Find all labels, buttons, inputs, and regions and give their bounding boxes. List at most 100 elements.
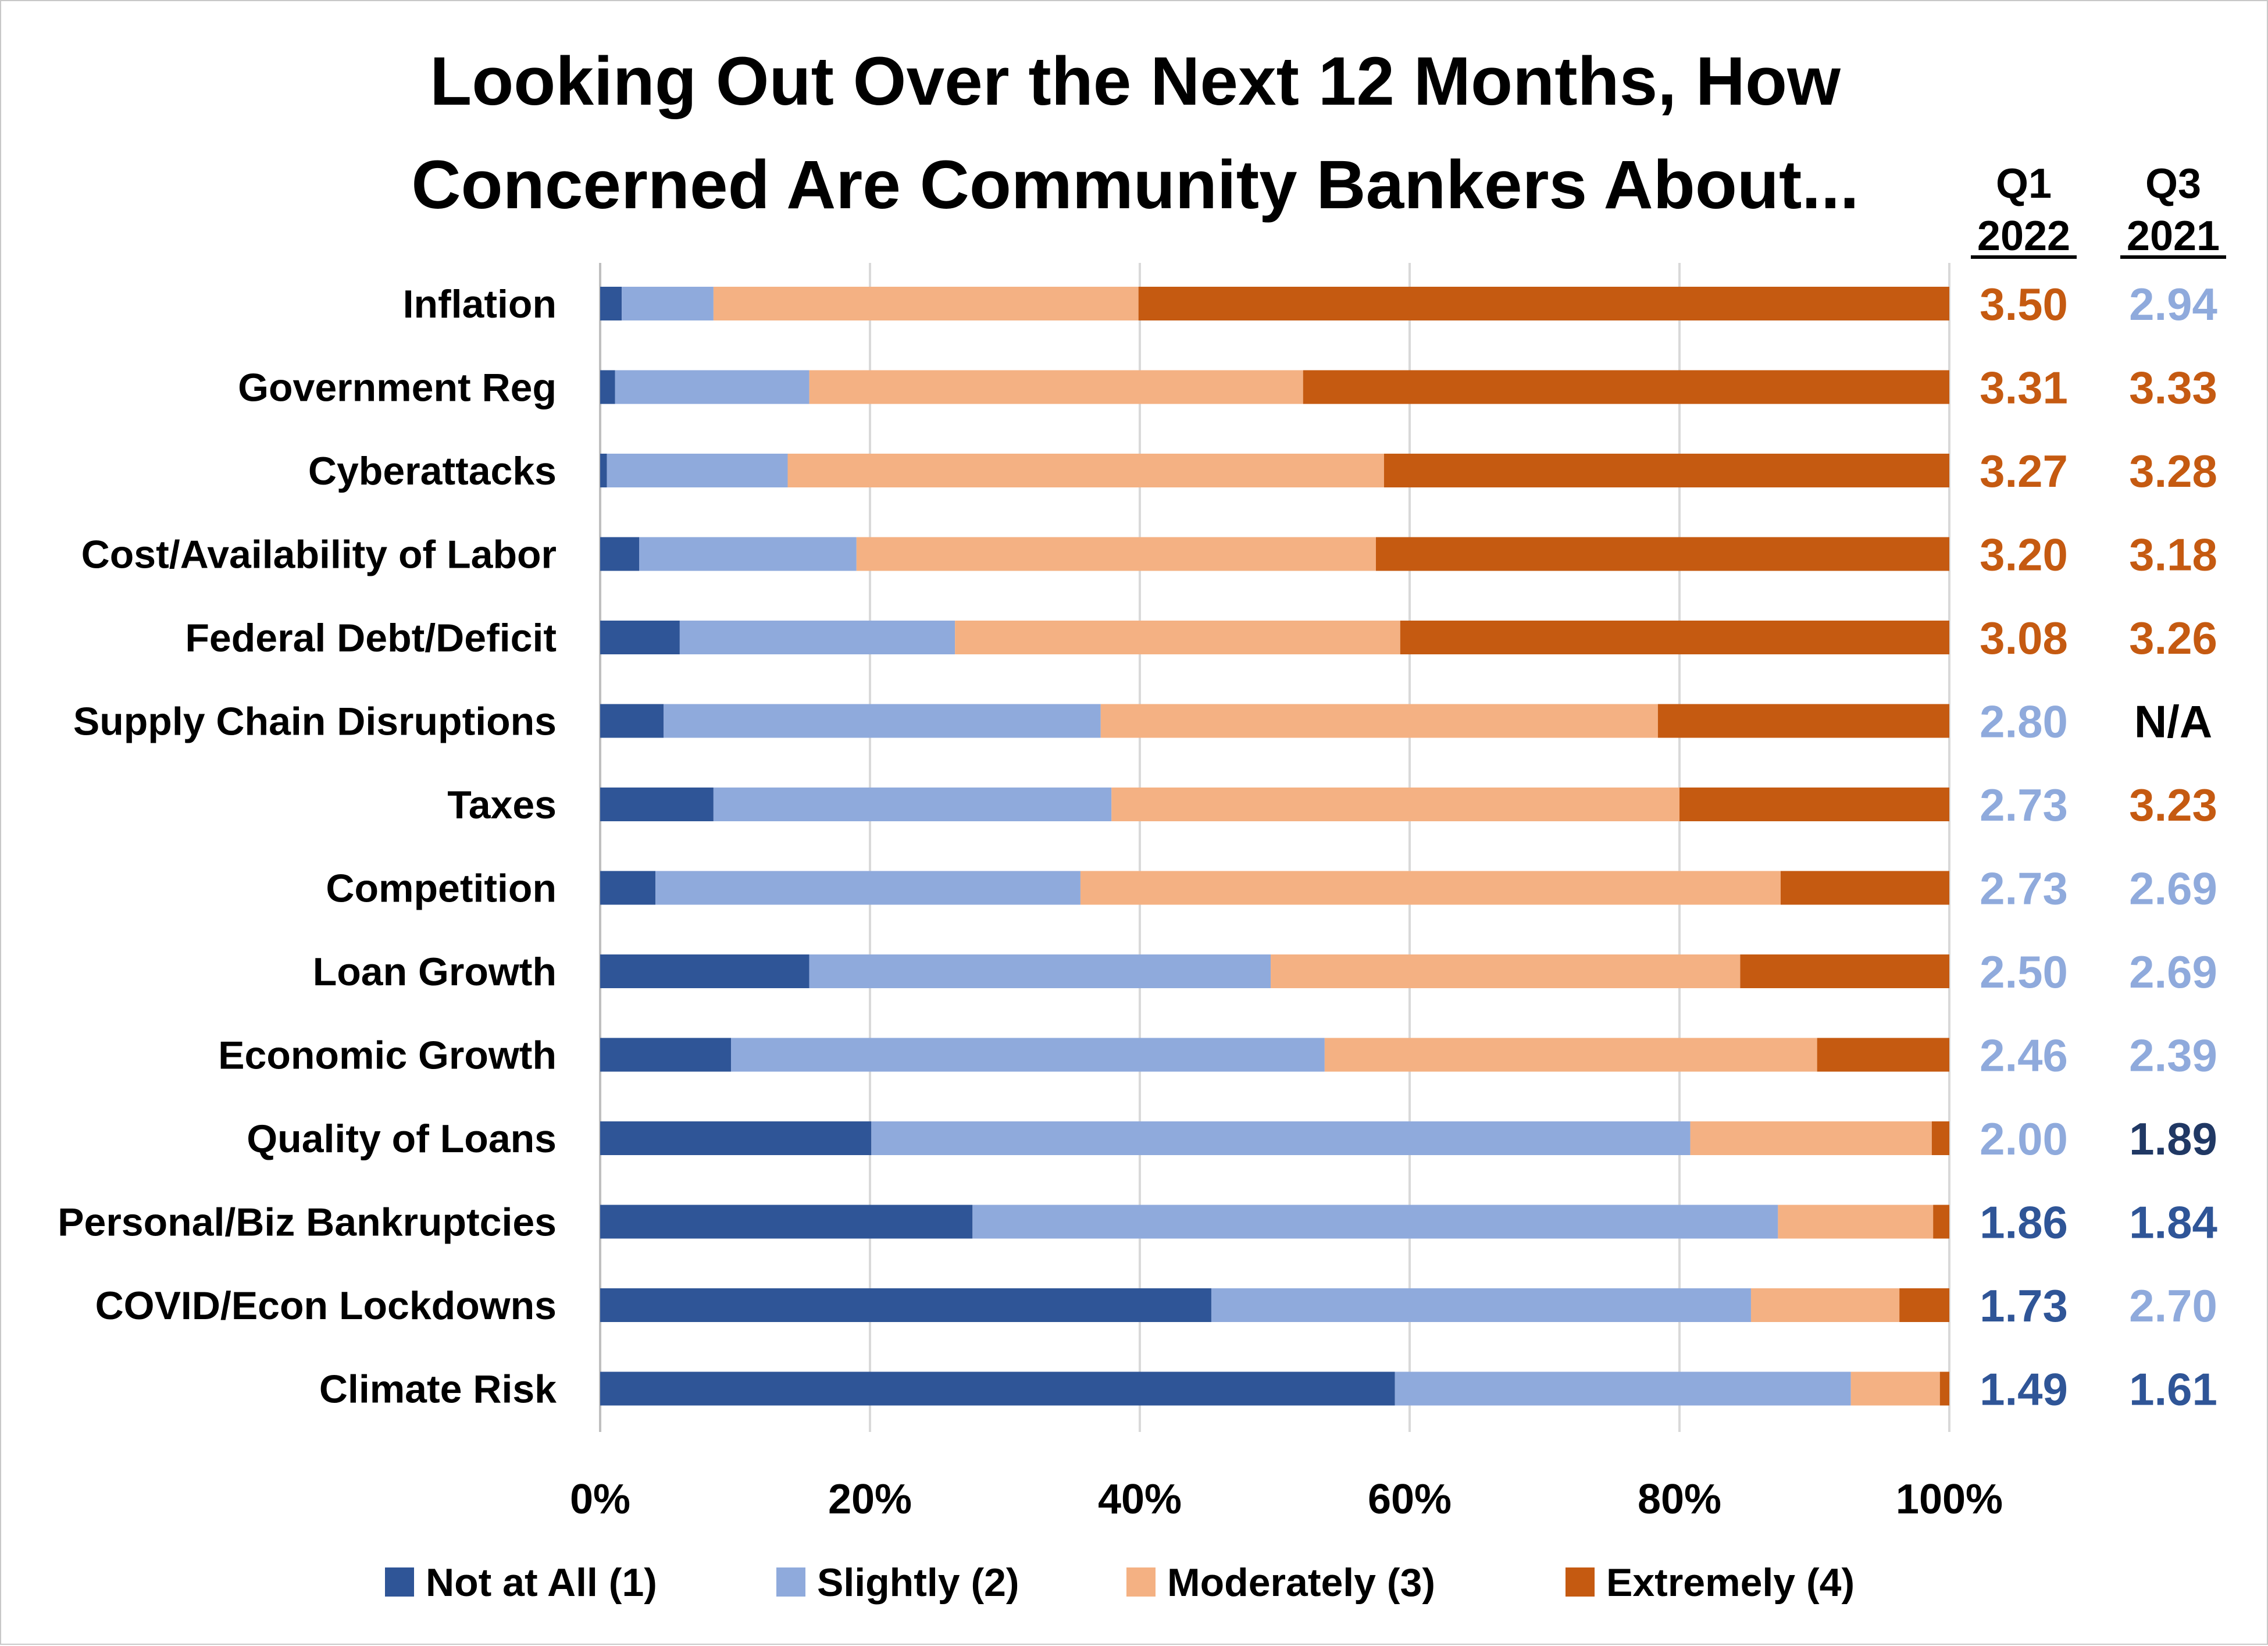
bar-segment-row10-series3 — [1931, 1121, 1949, 1155]
bar-segment-row11-series0 — [600, 1205, 973, 1239]
score-value-col1-row5: N/A — [2134, 696, 2212, 747]
score-column-header-top-0: Q1 — [1996, 161, 2052, 207]
category-label-2: Cyberattacks — [308, 449, 557, 493]
bar-segment-row9-series3 — [1817, 1038, 1949, 1072]
score-value-col1-row13: 1.61 — [2129, 1364, 2217, 1415]
bar-segment-row1-series1 — [615, 370, 810, 404]
bar-segment-row12-series0 — [600, 1288, 1211, 1322]
bar-segment-row5-series3 — [1657, 704, 1949, 738]
bar-segment-row5-series0 — [600, 704, 664, 738]
chart-title: Looking Out Over the Next 12 Months, How… — [411, 43, 1859, 223]
bar-segment-row3-series3 — [1376, 537, 1949, 571]
bar-segment-row0-series2 — [713, 287, 1139, 320]
score-value-col1-row7: 2.69 — [2129, 863, 2217, 914]
score-value-col0-row1: 3.31 — [1980, 362, 2068, 414]
score-value-col0-row3: 3.20 — [1980, 529, 2068, 580]
x-tick-label-2: 40% — [1098, 1476, 1182, 1523]
chart-title-line-1: Looking Out Over the Next 12 Months, How — [430, 43, 1841, 120]
bar-segment-row12-series2 — [1750, 1288, 1900, 1322]
legend-label-3: Extremely (4) — [1606, 1561, 1855, 1605]
category-label-11: Personal/Biz Bankruptcies — [58, 1200, 557, 1245]
x-tick-label-1: 20% — [828, 1476, 912, 1523]
legend-label-2: Moderately (3) — [1167, 1561, 1435, 1605]
bar-segment-row7-series0 — [600, 871, 656, 905]
category-label-7: Competition — [326, 867, 557, 911]
score-value-col1-row6: 3.23 — [2129, 779, 2217, 831]
bar-segment-row6-series3 — [1679, 788, 1949, 821]
legend-label-0: Not at All (1) — [426, 1561, 657, 1605]
bar-segment-row3-series1 — [639, 537, 857, 571]
bar-segment-row2-series1 — [607, 454, 788, 487]
score-value-col0-row12: 1.73 — [1980, 1280, 2068, 1331]
bar-segment-row6-series2 — [1111, 788, 1679, 821]
bar-segment-row4-series2 — [955, 621, 1400, 654]
bar-segment-row2-series3 — [1383, 454, 1949, 487]
score-value-col0-row10: 2.00 — [1980, 1113, 2068, 1164]
bar-segment-row8-series1 — [809, 954, 1271, 988]
bar-segment-row1-series2 — [809, 370, 1303, 404]
bar-segment-row1-series0 — [600, 370, 615, 404]
bar-segment-row2-series2 — [787, 454, 1384, 487]
bar-segment-row5-series1 — [664, 704, 1101, 738]
legend-swatch-0 — [385, 1567, 414, 1597]
bar-segment-row4-series1 — [679, 621, 955, 654]
bar-segment-row8-series3 — [1740, 954, 1949, 988]
score-value-col0-row6: 2.73 — [1980, 779, 2068, 831]
bar-segment-row10-series2 — [1690, 1121, 1932, 1155]
legend-swatch-1 — [776, 1567, 805, 1597]
chart-title-line-2: Concerned Are Community Bankers About... — [411, 147, 1859, 223]
bar-segment-row13-series3 — [1939, 1371, 1949, 1406]
score-value-col1-row9: 2.39 — [2129, 1030, 2217, 1081]
x-tick-label-0: 0% — [570, 1476, 630, 1523]
bar-segment-row11-series2 — [1778, 1205, 1934, 1239]
category-label-4: Federal Debt/Deficit — [185, 616, 557, 660]
category-labels: Inflation Government Reg Cyberattacks Cost/… — [58, 282, 557, 1412]
bar-segment-row8-series2 — [1271, 954, 1741, 988]
bar-segment-row13-series0 — [600, 1371, 1395, 1406]
category-label-5: Supply Chain Disruptions — [73, 700, 557, 744]
bar-segment-row8-series0 — [600, 954, 810, 988]
score-value-col1-row0: 2.94 — [2129, 279, 2217, 330]
legend: Not at All (1) Slightly (2) Moderately (3)… — [385, 1561, 1855, 1605]
bar-segment-row10-series1 — [871, 1121, 1691, 1155]
score-value-col1-row8: 2.69 — [2129, 946, 2217, 997]
score-value-col0-row0: 3.50 — [1980, 279, 2068, 330]
legend-swatch-3 — [1566, 1567, 1595, 1597]
bar-segment-row0-series3 — [1138, 287, 1949, 320]
score-value-col0-row4: 3.08 — [1980, 612, 2068, 664]
bar-segment-row7-series1 — [655, 871, 1080, 905]
score-value-col0-row9: 2.46 — [1980, 1030, 2068, 1081]
bar-segment-row0-series1 — [622, 287, 714, 320]
bar-segment-row11-series3 — [1933, 1205, 1949, 1239]
bar-segment-row6-series0 — [600, 788, 714, 821]
score-value-col0-row7: 2.73 — [1980, 863, 2068, 914]
score-value-col0-row11: 1.86 — [1980, 1197, 2068, 1248]
bar-segment-row7-series3 — [1781, 871, 1949, 905]
x-tick-label-4: 80% — [1638, 1476, 1721, 1523]
category-label-13: Climate Risk — [319, 1367, 557, 1412]
score-value-col1-row2: 3.28 — [2129, 446, 2217, 497]
score-column-header-bottom-1: 2021 — [2127, 213, 2220, 259]
score-value-col1-row3: 3.18 — [2129, 529, 2217, 580]
bar-segment-row4-series3 — [1400, 621, 1949, 654]
category-label-6: Taxes — [447, 783, 557, 827]
score-value-col0-row8: 2.50 — [1980, 946, 2068, 997]
score-value-col1-row10: 1.89 — [2129, 1113, 2217, 1164]
category-label-12: COVID/Econ Lockdowns — [95, 1284, 557, 1328]
bar-segment-row13-series1 — [1395, 1371, 1851, 1406]
x-tick-label-5: 100% — [1896, 1476, 2003, 1523]
bar-segment-row12-series3 — [1899, 1288, 1949, 1322]
bar-segment-row10-series0 — [600, 1121, 872, 1155]
score-value-col0-row5: 2.80 — [1980, 696, 2068, 747]
bar-segment-row5-series2 — [1100, 704, 1658, 738]
bar-segment-row9-series2 — [1324, 1038, 1817, 1072]
bar-segment-row4-series0 — [600, 621, 680, 654]
bar-segment-row6-series1 — [713, 788, 1112, 821]
bar-segment-row3-series0 — [600, 537, 640, 571]
score-value-col1-row12: 2.70 — [2129, 1280, 2217, 1331]
category-label-9: Economic Growth — [218, 1034, 557, 1078]
bars — [600, 287, 1949, 1406]
bar-segment-row11-series1 — [972, 1205, 1778, 1239]
category-label-10: Quality of Loans — [247, 1117, 557, 1161]
